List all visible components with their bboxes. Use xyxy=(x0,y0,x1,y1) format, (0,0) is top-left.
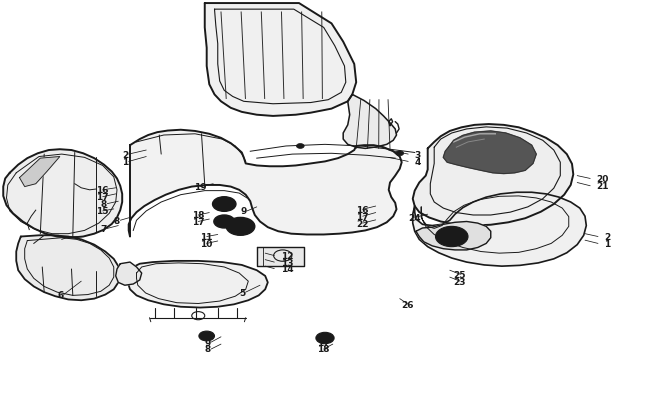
Polygon shape xyxy=(116,262,142,286)
Text: 2: 2 xyxy=(604,232,611,241)
Text: 19: 19 xyxy=(194,183,206,192)
Circle shape xyxy=(214,215,235,228)
Text: 17: 17 xyxy=(96,193,109,202)
Circle shape xyxy=(396,151,404,156)
Text: 18: 18 xyxy=(317,345,330,354)
Text: 5: 5 xyxy=(239,288,246,297)
Circle shape xyxy=(316,333,334,344)
Text: 16: 16 xyxy=(96,186,109,195)
Text: 3: 3 xyxy=(415,150,421,159)
Polygon shape xyxy=(129,130,402,237)
Text: 1: 1 xyxy=(604,239,611,248)
Polygon shape xyxy=(443,132,536,174)
Text: 22: 22 xyxy=(356,219,369,228)
Text: 17: 17 xyxy=(192,217,204,226)
Text: 25: 25 xyxy=(454,270,466,279)
Polygon shape xyxy=(16,236,120,301)
Polygon shape xyxy=(127,261,268,308)
Circle shape xyxy=(436,227,468,247)
Text: 7: 7 xyxy=(101,224,107,233)
Text: 23: 23 xyxy=(454,277,466,286)
Polygon shape xyxy=(413,193,586,266)
Text: 1: 1 xyxy=(122,158,129,166)
Text: 11: 11 xyxy=(200,232,213,241)
Text: 17: 17 xyxy=(317,338,330,347)
Polygon shape xyxy=(413,125,573,226)
Polygon shape xyxy=(257,248,304,266)
Text: 9: 9 xyxy=(205,338,211,347)
Text: 14: 14 xyxy=(281,264,293,273)
Text: 6: 6 xyxy=(57,290,64,299)
Text: 10: 10 xyxy=(200,239,213,248)
Text: 8: 8 xyxy=(114,216,120,225)
Polygon shape xyxy=(416,222,491,250)
Text: 17: 17 xyxy=(356,212,369,221)
Text: 24: 24 xyxy=(408,213,421,222)
Text: 2: 2 xyxy=(122,150,129,159)
Text: 20: 20 xyxy=(597,175,609,183)
Polygon shape xyxy=(3,150,122,238)
Circle shape xyxy=(213,197,236,212)
Circle shape xyxy=(296,144,304,149)
Circle shape xyxy=(226,218,255,236)
Text: 26: 26 xyxy=(402,300,414,309)
Circle shape xyxy=(199,331,215,341)
Polygon shape xyxy=(205,4,356,117)
Text: 16: 16 xyxy=(356,205,369,214)
Text: 9: 9 xyxy=(240,207,247,216)
Text: 12: 12 xyxy=(281,252,293,260)
Text: 21: 21 xyxy=(597,182,609,191)
Text: 8: 8 xyxy=(101,200,107,209)
Text: 8: 8 xyxy=(205,345,211,354)
Text: 13: 13 xyxy=(281,258,293,267)
Polygon shape xyxy=(343,95,396,149)
Text: 4: 4 xyxy=(415,158,421,166)
Text: 15: 15 xyxy=(96,207,109,216)
Text: 18: 18 xyxy=(192,211,204,220)
Polygon shape xyxy=(20,157,60,187)
